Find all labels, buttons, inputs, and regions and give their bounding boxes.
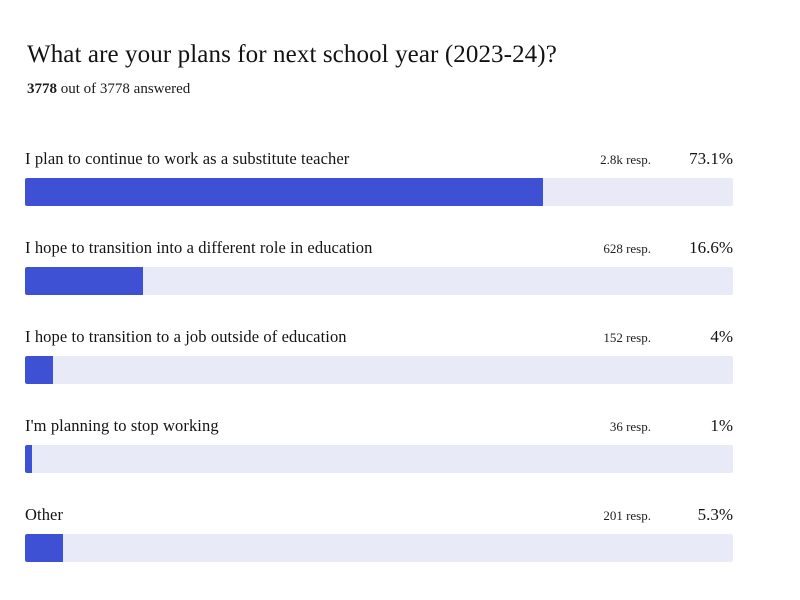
- percent-value: 5.3%: [697, 504, 733, 524]
- bar-label: Other: [25, 504, 64, 524]
- bar-fill: [25, 444, 33, 473]
- percent-value: 73.1%: [689, 148, 733, 168]
- bar-label: I hope to transition to a job outside of…: [25, 326, 347, 346]
- bar-label: I plan to continue to work as a substitu…: [25, 148, 350, 168]
- response-count: 152 resp.: [603, 329, 651, 345]
- answered-count: 3778 out of 3778 answered: [27, 81, 733, 98]
- bar-fill: [25, 266, 143, 295]
- bar-row-header: I hope to transition to a job outside of…: [25, 327, 733, 347]
- bar-track: [25, 355, 733, 384]
- bar-fill: [25, 355, 54, 384]
- bar-row-header: I'm planning to stop working 36 resp. 1%: [25, 416, 733, 436]
- bar-row: I'm planning to stop working 36 resp. 1%: [25, 416, 733, 473]
- bar-row-header: I plan to continue to work as a substitu…: [25, 149, 733, 169]
- percent-value: 4%: [710, 326, 733, 346]
- response-count: 2.8k resp.: [600, 151, 651, 167]
- bar-row: I plan to continue to work as a substitu…: [25, 149, 733, 206]
- percent-value: 16.6%: [689, 237, 733, 257]
- answered-count-bold: 3778: [27, 80, 57, 97]
- bar-fill: [25, 533, 63, 562]
- bar-row: I hope to transition into a different ro…: [25, 238, 733, 295]
- bar-track: [25, 444, 733, 473]
- chart-title: What are your plans for next school year…: [27, 41, 557, 68]
- response-count: 36 resp.: [609, 418, 651, 434]
- bar-track: [25, 533, 733, 562]
- answered-count-rest: out of 3778 answered: [57, 80, 191, 97]
- bar-row-header: Other 201 resp. 5.3%: [25, 505, 733, 525]
- bar-fill: [25, 177, 543, 206]
- bar-row: I hope to transition to a job outside of…: [25, 327, 733, 384]
- bar-row: Other 201 resp. 5.3%: [25, 505, 733, 562]
- response-count: 628 resp.: [603, 240, 651, 256]
- bar-label: I hope to transition into a different ro…: [25, 237, 373, 257]
- response-count: 201 resp.: [603, 507, 651, 523]
- bar-row-header: I hope to transition into a different ro…: [25, 238, 733, 258]
- bar-label: I'm planning to stop working: [25, 415, 219, 435]
- bar-track: [25, 266, 733, 295]
- bar-track: [25, 177, 733, 206]
- bar-chart: I plan to continue to work as a substitu…: [25, 149, 733, 562]
- percent-value: 1%: [710, 415, 733, 435]
